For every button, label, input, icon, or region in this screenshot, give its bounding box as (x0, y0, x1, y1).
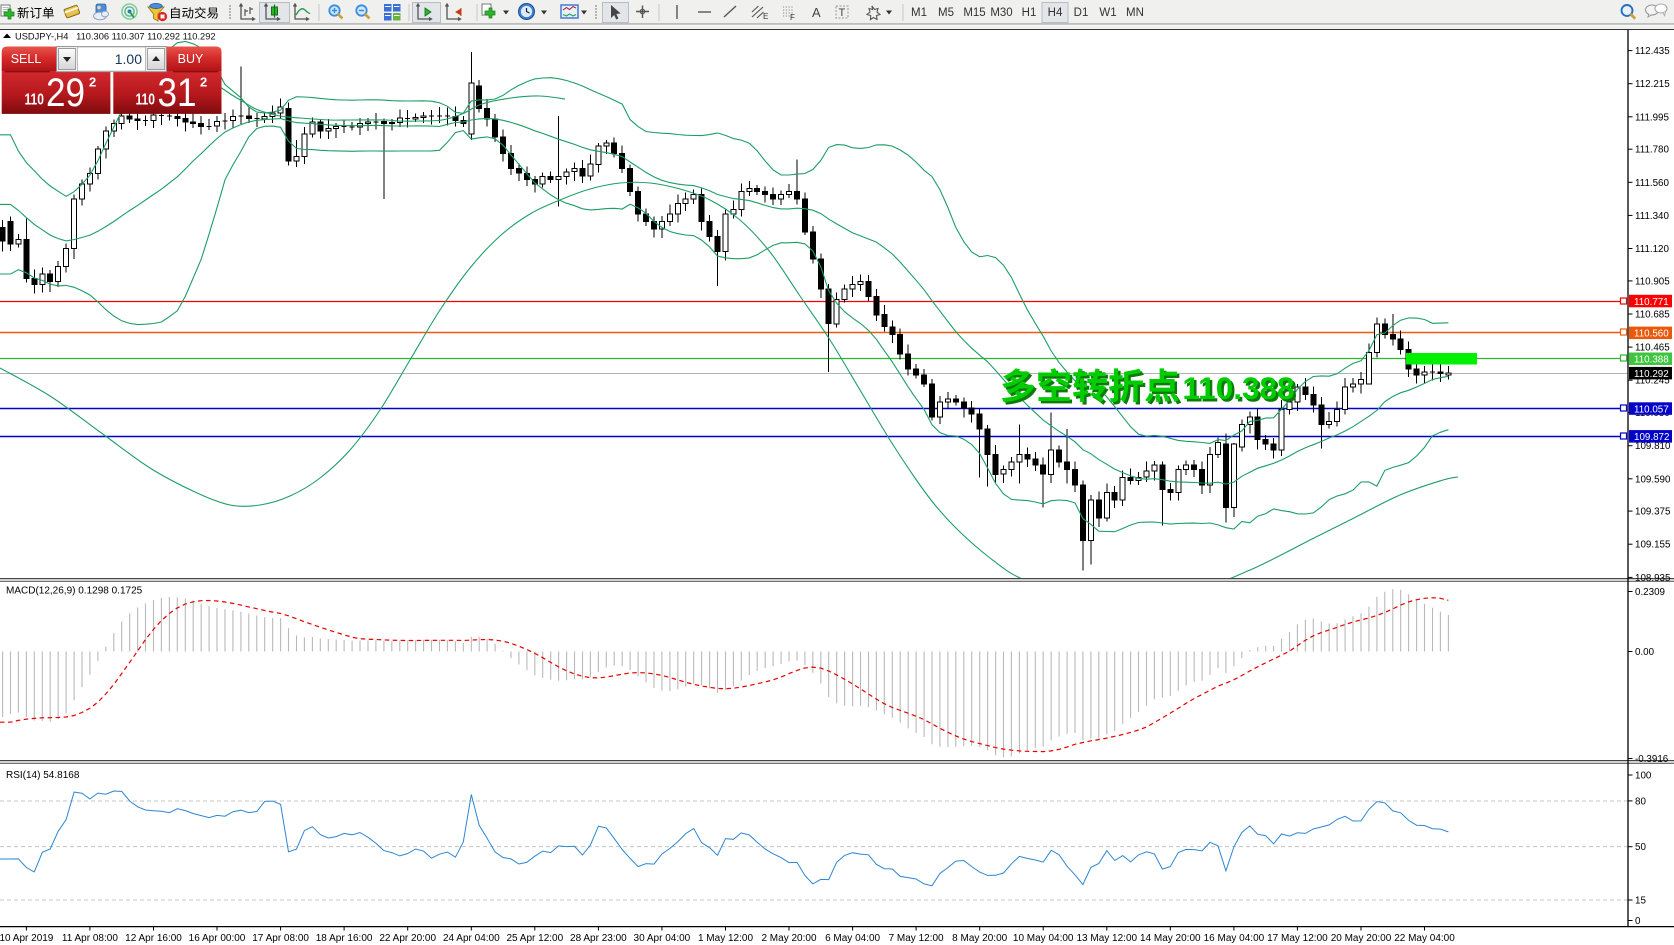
svg-text:22 May 04:00: 22 May 04:00 (1394, 933, 1455, 944)
svg-text:111.780: 111.780 (1635, 145, 1670, 156)
svg-text:H1: H1 (1022, 7, 1037, 19)
svg-text:109.872: 109.872 (1634, 432, 1669, 443)
svg-text:110.388: 110.388 (1634, 355, 1669, 366)
svg-text:16 Apr 00:00: 16 Apr 00:00 (189, 933, 246, 944)
svg-text:18 Apr 16:00: 18 Apr 16:00 (316, 933, 373, 944)
svg-text:111.340: 111.340 (1635, 211, 1670, 222)
svg-text:110: 110 (136, 92, 156, 109)
svg-text:108.935: 108.935 (1635, 573, 1671, 584)
svg-text:80: 80 (1635, 796, 1646, 807)
svg-text:8 May 20:00: 8 May 20:00 (952, 933, 1007, 944)
svg-text:110.388: 110.388 (1185, 373, 1297, 409)
svg-text:2: 2 (200, 75, 207, 90)
svg-text:F: F (790, 13, 795, 22)
svg-text:USDJPY-,H4 110.306 110.307 1: USDJPY-,H4 110.306 110.307 110.292 110.2… (15, 32, 216, 42)
svg-text:13 May 12:00: 13 May 12:00 (1076, 933, 1137, 944)
svg-text:28 Apr 23:00: 28 Apr 23:00 (570, 933, 627, 944)
svg-text:110.245: 110.245 (1635, 376, 1670, 387)
svg-text:111.995: 111.995 (1635, 112, 1670, 123)
svg-text:111.120: 111.120 (1635, 244, 1670, 255)
svg-text:112.435: 112.435 (1635, 46, 1670, 57)
svg-text:1 May 12:00: 1 May 12:00 (698, 933, 753, 944)
svg-text:109.155: 109.155 (1635, 540, 1671, 551)
svg-text:110.388: 110.388 (1182, 370, 1294, 406)
svg-text:2 May 20:00: 2 May 20:00 (761, 933, 816, 944)
svg-text:109.810: 109.810 (1635, 441, 1671, 452)
svg-text:-0.3916: -0.3916 (1635, 754, 1669, 765)
svg-text:110: 110 (25, 92, 45, 109)
svg-text:31: 31 (158, 71, 197, 115)
svg-text:17 Apr 08:00: 17 Apr 08:00 (252, 933, 309, 944)
svg-text:109.590: 109.590 (1635, 474, 1671, 485)
svg-text:30 Apr 04:00: 30 Apr 04:00 (634, 933, 691, 944)
svg-text:0: 0 (1635, 916, 1641, 927)
svg-text:M5: M5 (938, 7, 954, 19)
svg-text:0.00: 0.00 (1635, 647, 1655, 658)
svg-text:BUY: BUY (178, 52, 204, 66)
svg-text:20 May 20:00: 20 May 20:00 (1331, 933, 1392, 944)
svg-text:17 May 12:00: 17 May 12:00 (1267, 933, 1328, 944)
svg-text:MN: MN (1126, 7, 1144, 19)
svg-text:112.215: 112.215 (1635, 79, 1670, 90)
svg-text:2: 2 (89, 75, 96, 90)
svg-text:14 May 20:00: 14 May 20:00 (1140, 933, 1201, 944)
svg-text:111.560: 111.560 (1635, 178, 1670, 189)
svg-text:29: 29 (46, 71, 85, 115)
svg-text:SELL: SELL (11, 52, 42, 66)
svg-text:H4: H4 (1048, 7, 1063, 19)
svg-text:15: 15 (1635, 896, 1646, 907)
svg-text:110.292: 110.292 (1634, 369, 1669, 380)
svg-text:110.771: 110.771 (1634, 297, 1669, 308)
svg-text:110.685: 110.685 (1635, 310, 1670, 321)
svg-text:E: E (763, 12, 768, 21)
svg-text:100: 100 (1635, 771, 1652, 782)
svg-text:12 Apr 16:00: 12 Apr 16:00 (125, 933, 182, 944)
svg-text:1.00: 1.00 (115, 51, 142, 67)
svg-text:22 Apr 20:00: 22 Apr 20:00 (379, 933, 436, 944)
svg-text:11 Apr 08:00: 11 Apr 08:00 (62, 933, 118, 944)
svg-text:109.375: 109.375 (1635, 507, 1671, 518)
svg-text:110.465: 110.465 (1635, 343, 1670, 354)
svg-text:10 May 04:00: 10 May 04:00 (1013, 933, 1074, 944)
svg-text:50: 50 (1635, 842, 1646, 853)
svg-text:M1: M1 (911, 7, 927, 19)
svg-text:0.2309: 0.2309 (1635, 587, 1665, 598)
svg-text:10 Apr 2019: 10 Apr 2019 (0, 933, 54, 944)
svg-text:7 May 12:00: 7 May 12:00 (889, 933, 944, 944)
svg-text:6 May 04:00: 6 May 04:00 (825, 933, 880, 944)
svg-text:D1: D1 (1074, 7, 1089, 19)
svg-text:110.057: 110.057 (1634, 404, 1669, 415)
svg-text:M30: M30 (990, 7, 1012, 19)
svg-text:25 Apr 12:00: 25 Apr 12:00 (506, 933, 563, 944)
svg-text:A: A (812, 5, 821, 20)
svg-text:W1: W1 (1099, 7, 1116, 19)
svg-text:T: T (839, 7, 846, 19)
svg-text:RSI(14) 54.8168: RSI(14) 54.8168 (6, 770, 80, 781)
svg-text:16 May 04:00: 16 May 04:00 (1204, 933, 1265, 944)
svg-text:MACD(12,26,9) 0.1298 0.1725: MACD(12,26,9) 0.1298 0.1725 (6, 586, 143, 597)
svg-text:110.560: 110.560 (1634, 329, 1669, 340)
svg-text:M15: M15 (963, 7, 985, 19)
svg-text:24 Apr 04:00: 24 Apr 04:00 (443, 933, 500, 944)
svg-text:110.905: 110.905 (1635, 276, 1670, 287)
